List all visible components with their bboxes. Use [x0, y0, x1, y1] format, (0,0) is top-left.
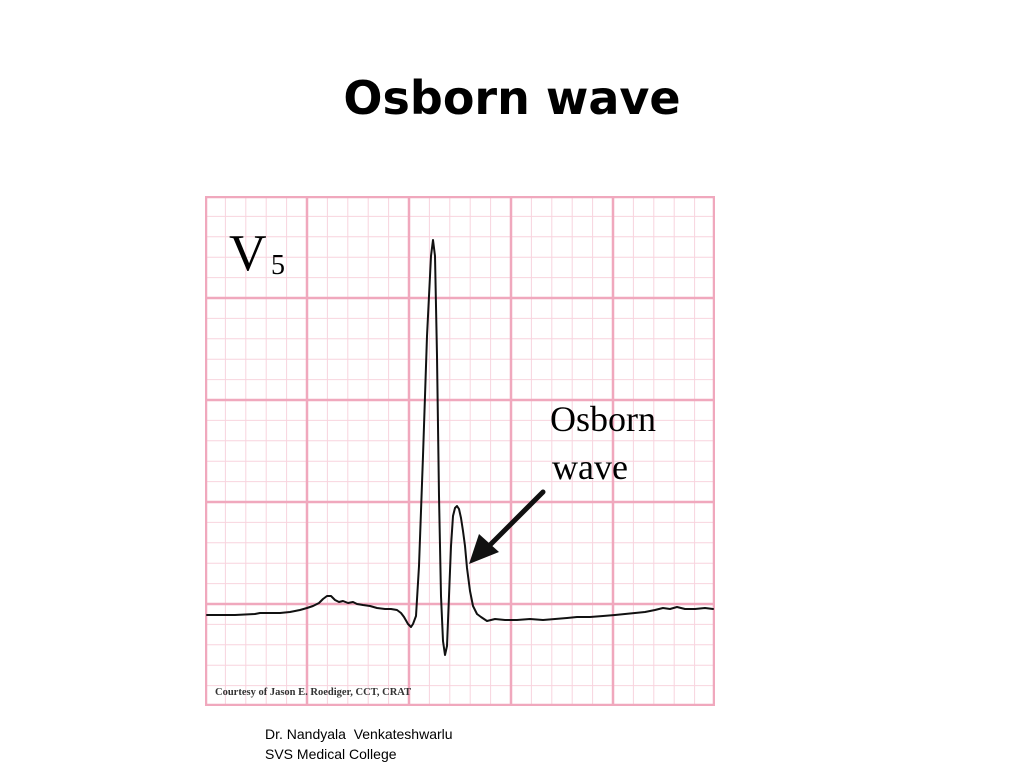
ecg-grid-minor [205, 196, 715, 706]
osborn-arrow [469, 489, 546, 564]
ecg-figure: V 5 Osborn wave Courtesy of Jason E. Roe… [205, 196, 715, 706]
lead-label: V [229, 225, 267, 282]
lead-label-subscript: 5 [271, 250, 285, 281]
image-credit: Courtesy of Jason E. Roediger, CCT, CRAT [215, 687, 411, 698]
osborn-annotation-line1: Osborn [550, 399, 656, 439]
osborn-annotation-line2: wave [552, 447, 628, 487]
arrow-head [469, 534, 499, 564]
author-name: Dr. Nandyala Venkateshwarlu [265, 726, 453, 742]
ecg-trace [206, 239, 714, 656]
footer-credits: Dr. Nandyala Venkateshwarlu SVS Medical … [265, 724, 453, 764]
institution-name: SVS Medical College [265, 746, 397, 762]
ecg-background [205, 196, 715, 706]
slide-title: Osborn wave [343, 71, 681, 125]
arrow-shaft [484, 489, 546, 551]
ecg-strip: V 5 Osborn wave Courtesy of Jason E. Roe… [205, 196, 715, 706]
ecg-grid-major [205, 196, 715, 706]
